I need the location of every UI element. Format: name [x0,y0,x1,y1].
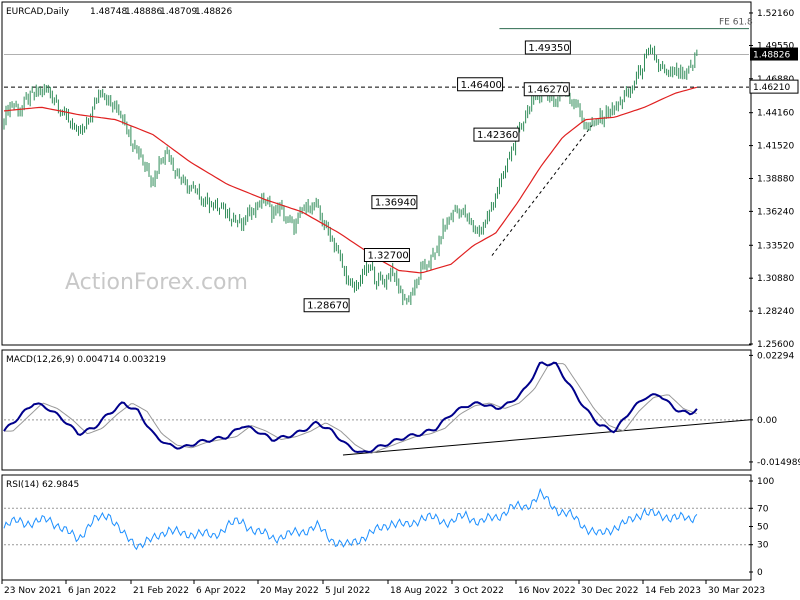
moving-average [3,86,698,274]
price-annotations: 1.49350 1.46400 1.46270 1.42360 1.36940 1.327… [303,40,571,313]
price-header-close: 1.48826 [195,7,232,17]
price-tick-label: 1.33520 [757,241,794,251]
x-tick-label: 3 Oct 2022 [454,586,504,596]
price-panel: EURCAD,Daily 1.48748 1.48886 1.48709 1.4… [1,1,799,350]
x-tick-label: 30 Dec 2022 [581,586,639,596]
price-header-high: 1.48886 [125,7,162,17]
current-price-label: 1.48826 [753,51,790,61]
price-label-box [523,82,570,97]
price-label-box [371,195,418,210]
price-tick-label: 1.38880 [757,174,794,184]
macd-tick-label: 0.02294 [757,351,794,361]
price-tick-label: 1.49550 [757,42,794,52]
price-label-box [363,248,410,263]
rsi-panel: RSI(14) 62.9845 100 70 50 30 0 [1,474,774,581]
rsi-panel-frame [1,474,752,581]
price-header-low: 1.48709 [160,7,197,17]
rsi-tick-label: 30 [757,541,769,551]
rsi-lines [3,487,749,551]
x-tick-label: 23 Nov 2021 [4,586,62,596]
price-levels: 1.48826 1.46210 FE 61.8 [4,18,799,256]
watermark: ActionForex.com [65,270,248,295]
price-tick-label: 1.41520 [757,142,794,152]
macd-panel: MACD(12,26,9) 0.004714 0.003219 0.022940… [1,349,800,471]
price-header-symbol: EURCAD,Daily [6,7,70,17]
price-label: 1.49350 [528,43,569,54]
price-label-box [473,127,520,142]
macd-signal-line [4,363,698,454]
x-tick-label: 30 Mar 2023 [708,586,765,596]
macd-tick-label: 0.00 [757,416,777,426]
price-label-box [303,298,350,313]
support-tag [749,79,799,94]
rsi-tick-label: 70 [757,504,769,514]
current-price-tag [750,47,798,61]
price-label: 1.32700 [367,251,408,262]
rsi-tick-label: 0 [757,568,763,578]
macd-y-axis: 0.02294 0.00 -0.014989 [749,351,800,468]
rsi-tick-label: 50 [757,523,769,533]
macd-lines [3,361,750,456]
price-tick-label: 1.25600 [757,340,794,350]
price-tick-label: 1.36240 [757,207,794,217]
macd-trend-line [342,419,750,456]
price-tick-label: 1.28240 [757,307,794,317]
price-label: 1.42360 [477,130,518,141]
price-label: 1.28670 [307,301,348,312]
price-label: 1.46400 [461,80,502,91]
x-axis: 23 Nov 2021 6 Jan 2022 21 Feb 2022 6 Apr 20… [1,580,765,596]
rsi-y-axis: 100 70 50 30 0 [749,477,774,578]
price-tick-label: 1.52160 [757,9,794,19]
macd-line [3,361,698,454]
price-label-box [457,77,504,92]
x-tick-label: 5 Jul 2022 [325,586,370,596]
rsi-tick-label: 100 [757,477,774,487]
macd-tick-label: -0.014989 [757,458,800,468]
x-tick-label: 18 Aug 2022 [390,586,448,596]
price-y-axis: 1.521601.495501.468801.441601.415201.388… [749,9,794,350]
price-label: 1.36940 [375,198,416,209]
support-label: 1.46210 [753,83,790,93]
rsi-line [3,487,698,551]
price-tick-label: 1.30880 [757,274,794,284]
x-tick-label: 14 Feb 2023 [645,586,701,596]
price-panel-frame [1,1,752,346]
x-tick-label: 20 May 2022 [260,586,319,596]
price-tick-label: 1.44160 [757,109,794,119]
x-tick-label: 6 Jan 2022 [68,586,116,596]
price-header-open: 1.48748 [90,7,127,17]
price-label: 1.46270 [527,85,568,96]
fe-label: FE 61.8 [719,18,753,28]
price-label-box [524,40,571,55]
rsi-header: RSI(14) 62.9845 [6,480,79,490]
x-tick-label: 21 Feb 2022 [133,586,189,596]
macd-panel-frame [1,349,752,471]
ma-line [3,86,698,274]
x-tick-label: 6 Apr 2022 [196,586,246,596]
macd-header: MACD(12,26,9) 0.004714 0.003219 [6,355,166,365]
x-tick-label: 16 Nov 2022 [518,586,576,596]
